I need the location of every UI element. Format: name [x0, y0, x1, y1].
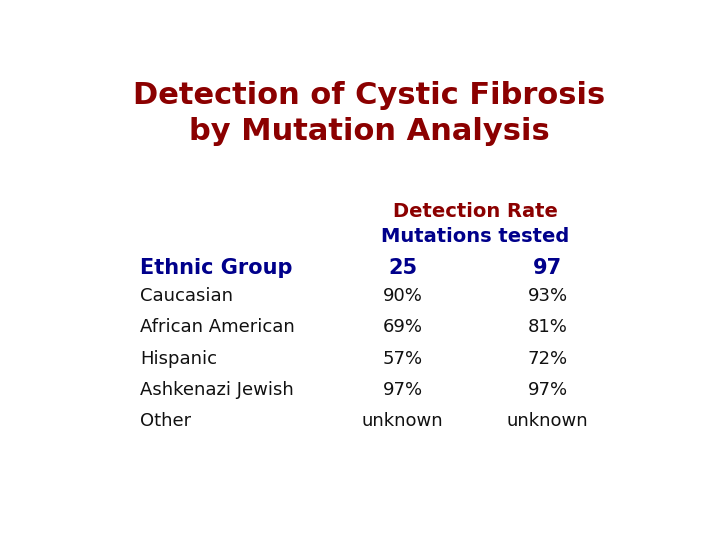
Text: Ashkenazi Jewish: Ashkenazi Jewish: [140, 381, 294, 399]
Text: Detection of Cystic Fibrosis: Detection of Cystic Fibrosis: [133, 82, 605, 111]
Text: 57%: 57%: [382, 349, 423, 368]
Text: Other: Other: [140, 412, 192, 430]
Text: 97%: 97%: [382, 381, 423, 399]
Text: by Mutation Analysis: by Mutation Analysis: [189, 117, 549, 146]
Text: 93%: 93%: [528, 287, 567, 305]
Text: Hispanic: Hispanic: [140, 349, 217, 368]
Text: 25: 25: [388, 258, 417, 278]
Text: Mutations tested: Mutations tested: [381, 227, 569, 246]
Text: 81%: 81%: [528, 319, 567, 336]
Text: 90%: 90%: [382, 287, 423, 305]
Text: 72%: 72%: [528, 349, 567, 368]
Text: Ethnic Group: Ethnic Group: [140, 258, 293, 278]
Text: 97: 97: [533, 258, 562, 278]
Text: Caucasian: Caucasian: [140, 287, 233, 305]
Text: 69%: 69%: [382, 319, 423, 336]
Text: 97%: 97%: [528, 381, 567, 399]
Text: unknown: unknown: [361, 412, 444, 430]
Text: Detection Rate: Detection Rate: [392, 202, 557, 221]
Text: unknown: unknown: [507, 412, 588, 430]
Text: African American: African American: [140, 319, 295, 336]
